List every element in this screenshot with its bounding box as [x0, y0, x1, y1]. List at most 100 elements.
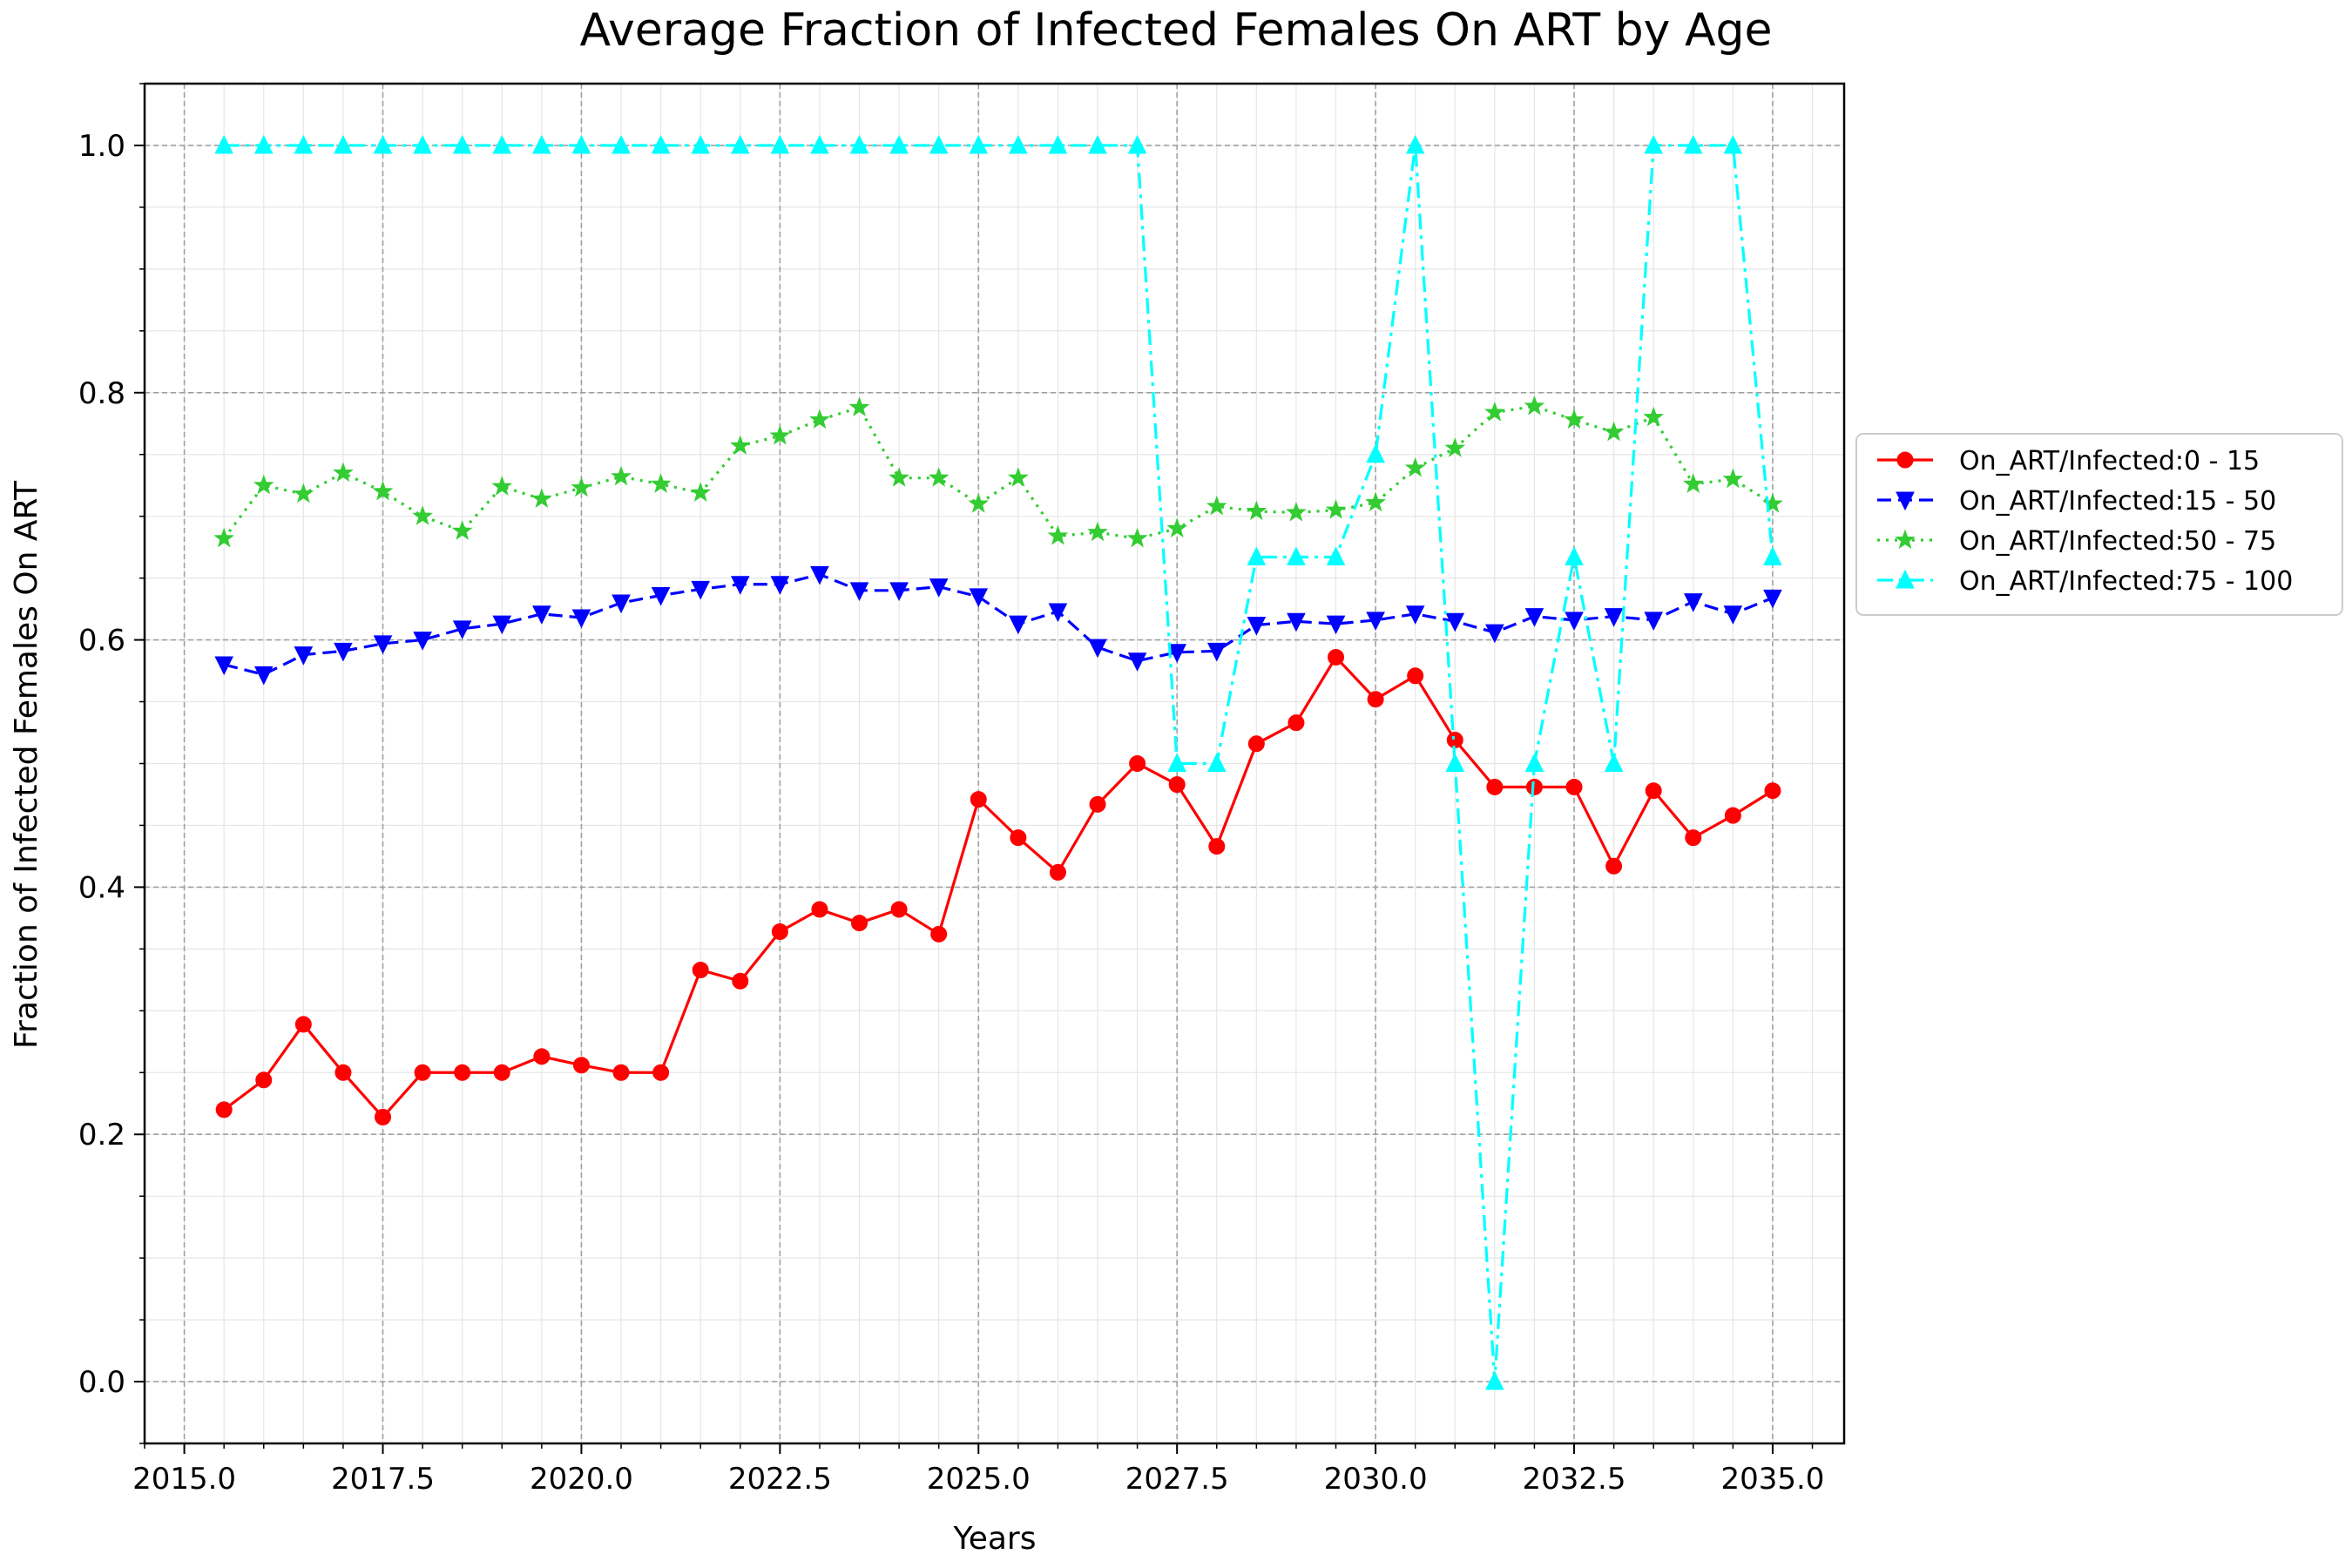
data-point [611, 465, 632, 486]
data-point [810, 565, 829, 585]
legend-label: On_ART/Infected:75 - 100 [1959, 566, 2293, 597]
data-point [1644, 612, 1664, 632]
data-point [293, 483, 314, 504]
data-point [1010, 829, 1027, 847]
data-point [651, 587, 671, 606]
data-point [1683, 134, 1703, 154]
data-point [691, 134, 710, 154]
data-point [531, 488, 552, 508]
data-point [1167, 644, 1186, 663]
data-point [294, 1016, 312, 1033]
data-point [375, 1108, 392, 1125]
data-point [612, 1064, 630, 1081]
legend-item: On_ART/Infected:50 - 75 [1877, 526, 2276, 557]
legend-marker [1896, 451, 1914, 469]
data-point [1683, 593, 1703, 612]
data-point [1048, 134, 1068, 154]
data-point [1604, 608, 1624, 627]
data-point [930, 925, 948, 943]
data-point [533, 1048, 551, 1065]
data-point [493, 1064, 510, 1081]
data-point [969, 588, 989, 608]
data-point [335, 1064, 352, 1081]
data-point [851, 915, 868, 932]
legend-marker [1895, 529, 1916, 550]
data-point [770, 134, 790, 154]
data-point [732, 972, 749, 990]
data-point [1723, 134, 1743, 154]
x-tick-label: 2025.0 [927, 1462, 1031, 1497]
x-tick-label: 2032.5 [1523, 1462, 1626, 1497]
legend-box [1855, 433, 2343, 616]
data-point [1287, 546, 1306, 566]
data-point [213, 527, 235, 548]
data-point [413, 632, 432, 651]
data-point [532, 605, 551, 625]
data-point [1405, 134, 1425, 154]
data-point [890, 901, 908, 918]
y-tick-label: 0.8 [78, 376, 125, 411]
data-point [652, 1064, 670, 1081]
data-point [770, 576, 790, 595]
data-point [970, 791, 987, 808]
data-point [928, 467, 950, 487]
data-point [1564, 409, 1585, 429]
data-point [372, 480, 394, 501]
series-2 [213, 395, 1783, 548]
data-point [334, 134, 353, 154]
data-point [1326, 546, 1346, 566]
data-point [1288, 714, 1305, 732]
data-point [1682, 473, 1704, 493]
data-point [1325, 499, 1347, 519]
data-point [1286, 501, 1307, 522]
data-point [810, 134, 829, 154]
data-point [1326, 615, 1346, 635]
legend: On_ART/Infected:0 - 15 On_ART/Infected:15… [1855, 433, 2343, 616]
series-1 [214, 565, 1782, 686]
data-point [1524, 608, 1544, 627]
series-line [223, 654, 1774, 1119]
legend-item: On_ART/Infected:15 - 50 [1877, 486, 2276, 517]
data-point [729, 435, 751, 455]
data-point [492, 615, 512, 635]
legend-item: On_ART/Infected:0 - 15 [1877, 446, 2260, 476]
data-point [253, 474, 274, 495]
data-point [215, 1101, 233, 1119]
data-point [848, 396, 870, 416]
series-layer [213, 134, 1783, 1390]
data-point [811, 901, 828, 918]
data-point [571, 476, 592, 497]
data-point [1126, 527, 1148, 548]
data-point [214, 656, 233, 676]
data-point [1724, 807, 1741, 824]
data-point [1049, 863, 1066, 881]
data-point [253, 666, 274, 686]
data-point [413, 134, 432, 154]
data-point [1009, 134, 1028, 154]
data-point [1367, 691, 1384, 708]
data-point [612, 134, 631, 154]
data-point [1485, 624, 1504, 644]
data-point [1089, 795, 1106, 813]
data-point [1247, 735, 1265, 753]
data-point [1167, 753, 1186, 772]
data-point [1407, 667, 1424, 685]
data-point [294, 134, 314, 154]
chart-title: Average Fraction of Infected Females On … [579, 4, 1772, 57]
x-tick-label: 2022.5 [728, 1462, 832, 1497]
data-point [492, 134, 512, 154]
data-point [452, 620, 472, 639]
data-point [1644, 134, 1664, 154]
data-point [1365, 491, 1386, 512]
data-point [1484, 401, 1505, 422]
legend-label: On_ART/Infected:0 - 15 [1959, 446, 2260, 476]
data-point [571, 134, 591, 154]
series-line [223, 572, 1774, 677]
data-point [1009, 615, 1028, 635]
data-point [1127, 134, 1147, 154]
data-point [889, 582, 909, 601]
data-point [1208, 838, 1226, 855]
data-point [1605, 857, 1623, 875]
data-point [651, 134, 671, 154]
